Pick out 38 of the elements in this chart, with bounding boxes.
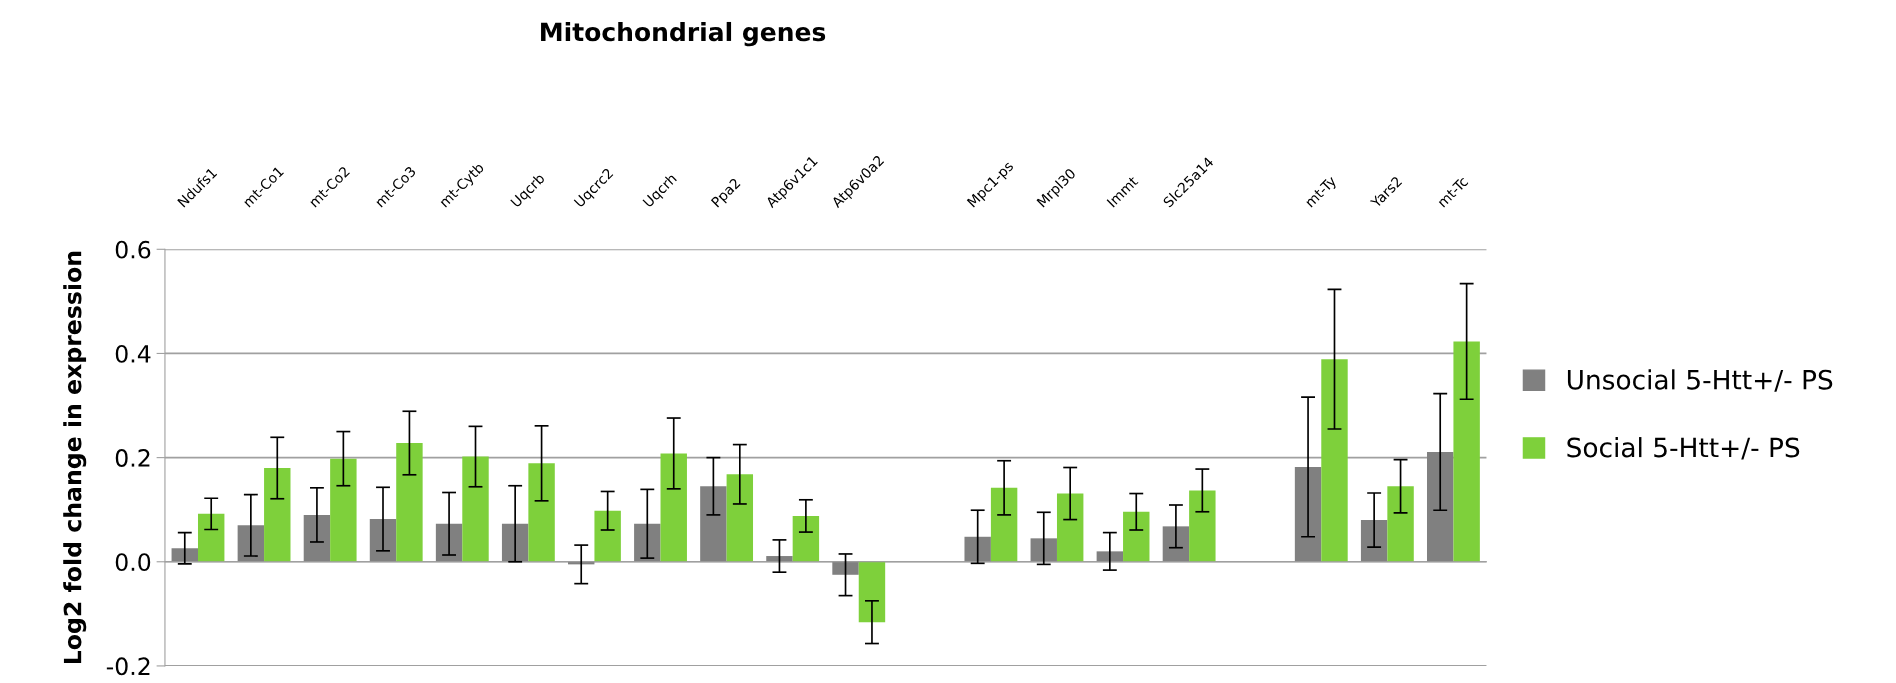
bar bbox=[1056, 493, 1084, 562]
bar bbox=[435, 523, 463, 562]
y-tick-label: 0.4 bbox=[115, 344, 151, 363]
bar bbox=[700, 486, 727, 562]
bar bbox=[858, 561, 886, 623]
y-tick-label: 0.2 bbox=[115, 449, 150, 467]
y-tick-label: -0.2 bbox=[106, 657, 150, 676]
bar bbox=[1321, 359, 1348, 562]
bar bbox=[832, 561, 859, 575]
bar bbox=[1294, 466, 1322, 562]
bar bbox=[197, 513, 225, 562]
bar bbox=[990, 487, 1018, 562]
bar bbox=[660, 453, 687, 562]
bar bbox=[1162, 526, 1190, 562]
bar bbox=[792, 515, 820, 562]
bar bbox=[1453, 341, 1480, 562]
bar bbox=[330, 458, 357, 562]
bar bbox=[1360, 520, 1388, 562]
y-tick-label: 0.0 bbox=[115, 553, 151, 572]
bar bbox=[462, 456, 489, 562]
bar bbox=[528, 463, 555, 562]
bar bbox=[1123, 511, 1150, 562]
bar bbox=[726, 474, 754, 562]
legend-label: Social 5-Htt+/- PS bbox=[1567, 437, 1800, 460]
bar bbox=[594, 510, 621, 562]
bar bbox=[237, 525, 265, 562]
y-axis-title: Log2 fold change in expression bbox=[63, 251, 87, 664]
bar bbox=[634, 523, 661, 562]
bar bbox=[1427, 451, 1454, 562]
bar bbox=[264, 468, 291, 562]
y-tick-label: 0.6 bbox=[115, 240, 151, 259]
chart-title: Mitochondrial genes bbox=[541, 21, 826, 47]
bar bbox=[1387, 486, 1414, 562]
bar bbox=[964, 536, 991, 562]
bar bbox=[1189, 490, 1216, 562]
bar bbox=[396, 443, 423, 562]
bar bbox=[303, 514, 331, 562]
legend-label: Unsocial 5-Htt+/- PS bbox=[1567, 369, 1833, 392]
